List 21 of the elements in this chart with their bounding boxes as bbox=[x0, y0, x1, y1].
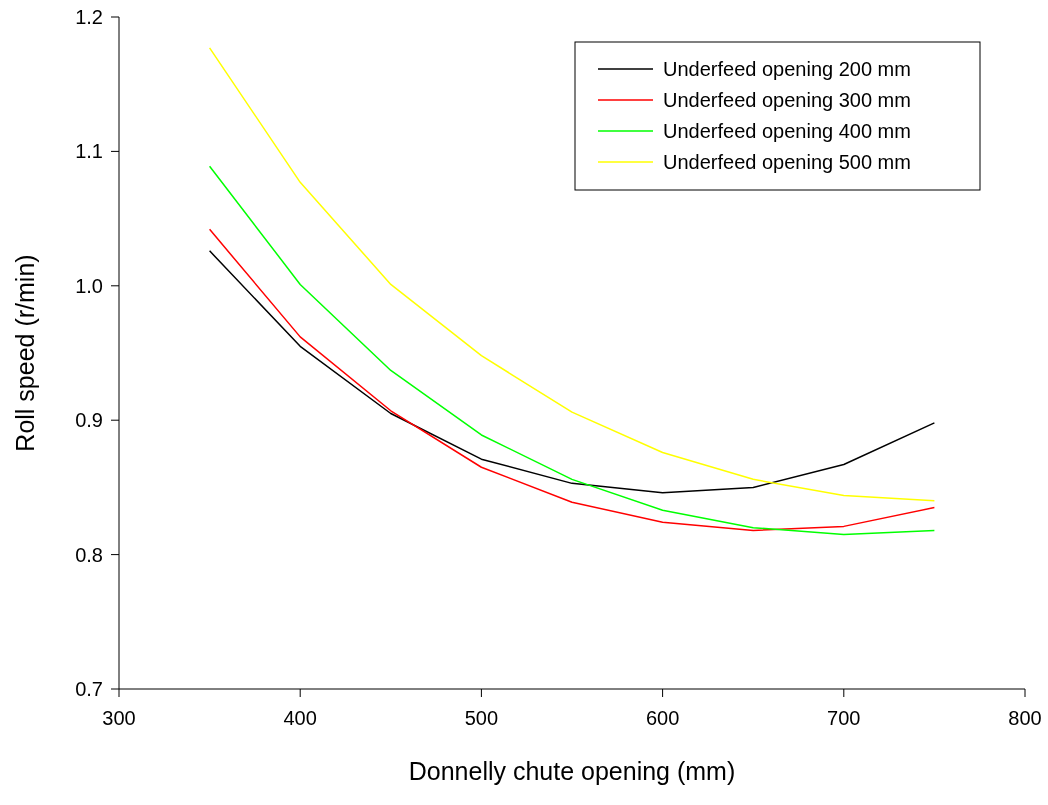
x-tick-label: 400 bbox=[283, 707, 317, 729]
y-axis-title: Roll speed (r/min) bbox=[11, 254, 39, 452]
line-series bbox=[208, 250, 936, 494]
y-tick-label: 1.2 bbox=[75, 6, 103, 28]
legend-label: Underfeed opening 200 mm bbox=[663, 58, 911, 80]
x-tick-label: 800 bbox=[1008, 707, 1042, 729]
legend-label: Underfeed opening 400 mm bbox=[663, 120, 911, 142]
legend-label: Underfeed opening 300 mm bbox=[663, 89, 911, 111]
line-series bbox=[208, 228, 936, 532]
legend-label: Underfeed opening 500 mm bbox=[663, 151, 911, 173]
y-tick-label: 0.9 bbox=[75, 409, 103, 432]
y-tick-label: 1.1 bbox=[75, 140, 103, 163]
line-series bbox=[208, 47, 936, 502]
x-tick-label: 500 bbox=[464, 707, 499, 729]
y-tick-label: 1.0 bbox=[75, 274, 103, 297]
x-tick-label: 300 bbox=[102, 707, 136, 729]
y-tick-label: 0.8 bbox=[75, 543, 103, 566]
x-axis-title: Donnelly chute opening (mm) bbox=[408, 757, 736, 785]
x-tick-label: 600 bbox=[645, 707, 680, 729]
x-tick-label: 700 bbox=[827, 707, 861, 729]
y-tick-label: 0.7 bbox=[75, 678, 103, 700]
